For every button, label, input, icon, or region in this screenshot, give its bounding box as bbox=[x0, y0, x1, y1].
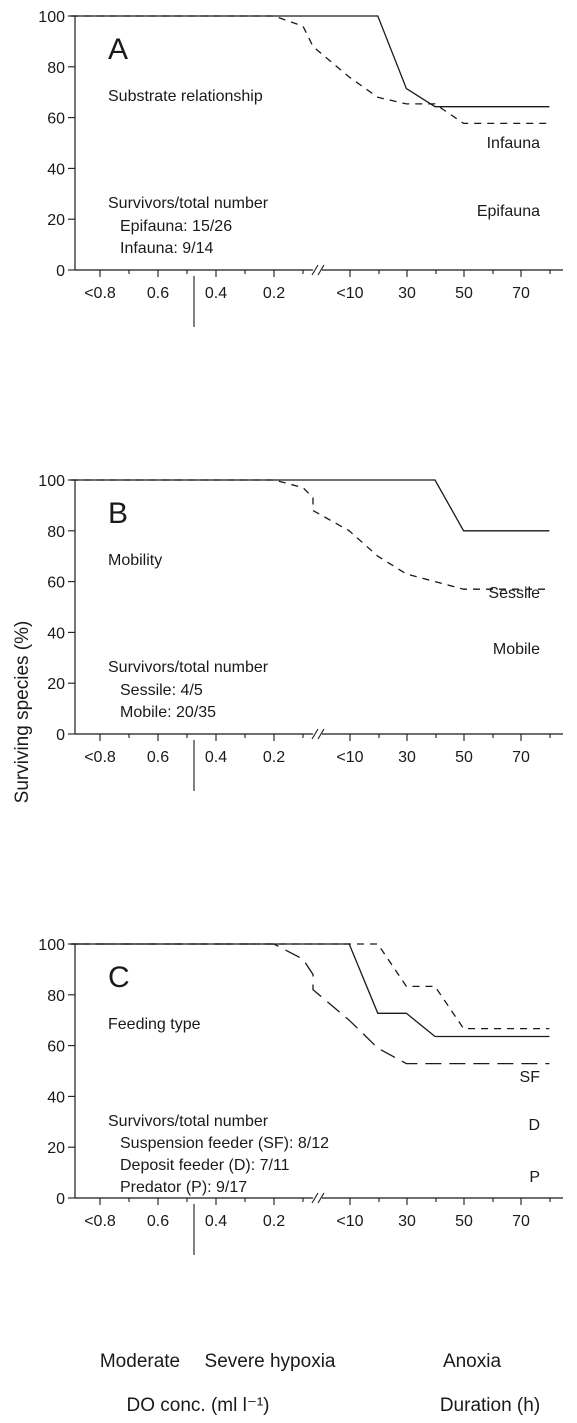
x-tick-label: 50 bbox=[455, 749, 473, 766]
y-tick-label: 100 bbox=[38, 937, 65, 954]
x-tick-label: 0.6 bbox=[147, 1213, 169, 1230]
panel-subtitle: Mobility bbox=[108, 552, 162, 569]
x-tick-label: 0.2 bbox=[263, 1213, 285, 1230]
x-tick-label: <10 bbox=[336, 749, 363, 766]
x-tick-label: 50 bbox=[455, 1213, 473, 1230]
survivors-entry: Predator (P): 9/17 bbox=[120, 1179, 247, 1196]
x-tick-label: 70 bbox=[512, 1213, 530, 1230]
y-tick-label: 100 bbox=[38, 473, 65, 490]
y-tick-label: 40 bbox=[47, 161, 65, 178]
series-label-mobile: Mobile bbox=[493, 641, 540, 658]
x-tick-label: <0.8 bbox=[84, 1213, 116, 1230]
panel-b: 0 20 40 60 80 100 <0.8 0.6 0.4 0.2 <10 30 50 70 B Mobil… bbox=[38, 473, 563, 791]
y-tick-label: 60 bbox=[47, 575, 65, 592]
duration-axis-label: Duration (h) bbox=[440, 1395, 540, 1416]
series-line-sessile bbox=[71, 480, 549, 531]
survivors-entry: Suspension feeder (SF): 8/12 bbox=[120, 1135, 329, 1152]
panels: 0 20 40 60 80 100 <0.8 0.6 0.4 0.2 <10 30 50 70 A Subst… bbox=[38, 9, 563, 1255]
x-tick-label: 0.4 bbox=[205, 285, 227, 302]
survivors-title: Survivors/total number bbox=[108, 659, 269, 676]
do-conc-axis-label: DO conc. (ml l⁻¹) bbox=[126, 1395, 269, 1416]
series-label-infauna: Infauna bbox=[487, 135, 540, 152]
phase-anoxia-label: Anoxia bbox=[443, 1351, 502, 1372]
series-label-sessile: Sessile bbox=[488, 585, 540, 602]
survivors-entry: Mobile: 20/35 bbox=[120, 704, 216, 721]
x-tick-label: 0.6 bbox=[147, 285, 169, 302]
y-tick-label: 0 bbox=[56, 1191, 65, 1208]
x-tick-label: 0.4 bbox=[205, 749, 227, 766]
panel-letter: B bbox=[108, 497, 128, 530]
y-tick-label: 80 bbox=[47, 60, 65, 77]
y-tick-label: 0 bbox=[56, 263, 65, 280]
panel-a: 0 20 40 60 80 100 <0.8 0.6 0.4 0.2 <10 30 50 70 A Subst… bbox=[38, 9, 563, 327]
phase-severe-hypoxia-label: Severe hypoxia bbox=[205, 1351, 336, 1372]
survivors-entry: Epifauna: 15/26 bbox=[120, 218, 232, 235]
panel-letter: A bbox=[108, 33, 128, 66]
panel-letter: C bbox=[108, 961, 130, 994]
panel-c: 0 20 40 60 80 100 <0.8 0.6 0.4 0.2 <10 30 50 70 C Feedi… bbox=[38, 937, 563, 1255]
x-tick-label: 30 bbox=[398, 749, 416, 766]
x-tick-label: 0.6 bbox=[147, 749, 169, 766]
x-tick-label: 50 bbox=[455, 285, 473, 302]
x-tick-label: <0.8 bbox=[84, 749, 116, 766]
y-tick-label: 20 bbox=[47, 212, 65, 229]
series-label-epifauna: Epifauna bbox=[477, 203, 540, 220]
x-tick-label: 0.2 bbox=[263, 749, 285, 766]
series-label-d: D bbox=[528, 1117, 540, 1134]
y-tick-label: 40 bbox=[47, 625, 65, 642]
x-tick-label: 30 bbox=[398, 285, 416, 302]
panel-subtitle: Feeding type bbox=[108, 1016, 201, 1033]
x-tick-label: <10 bbox=[336, 1213, 363, 1230]
x-tick-label: <0.8 bbox=[84, 285, 116, 302]
series-label-sf: SF bbox=[520, 1069, 541, 1086]
y-tick-label: 40 bbox=[47, 1089, 65, 1106]
survivors-title: Survivors/total number bbox=[108, 1113, 269, 1130]
survivors-entry: Infauna: 9/14 bbox=[120, 240, 214, 257]
figure-footer: Moderate Severe hypoxia Anoxia DO conc. … bbox=[100, 1351, 540, 1416]
x-tick-label: 70 bbox=[512, 285, 530, 302]
y-tick-label: 60 bbox=[47, 111, 65, 128]
survivors-title: Survivors/total number bbox=[108, 195, 269, 212]
panel-subtitle: Substrate relationship bbox=[108, 88, 263, 105]
y-tick-label: 20 bbox=[47, 1140, 65, 1157]
y-tick-label: 0 bbox=[56, 727, 65, 744]
series-label-p: P bbox=[529, 1169, 540, 1186]
survivors-entry: Deposit feeder (D): 7/11 bbox=[120, 1157, 290, 1174]
y-tick-label: 60 bbox=[47, 1039, 65, 1056]
x-tick-label: 0.2 bbox=[263, 285, 285, 302]
x-tick-label: <10 bbox=[336, 285, 363, 302]
y-tick-label: 100 bbox=[38, 9, 65, 26]
x-tick-label: 0.4 bbox=[205, 1213, 227, 1230]
x-tick-label: 30 bbox=[398, 1213, 416, 1230]
phase-moderate-label: Moderate bbox=[100, 1351, 180, 1372]
y-tick-label: 80 bbox=[47, 524, 65, 541]
series-line-mobile bbox=[71, 480, 549, 589]
y-tick-label: 80 bbox=[47, 988, 65, 1005]
x-tick-label: 70 bbox=[512, 749, 530, 766]
series-line-p bbox=[71, 944, 549, 1064]
y-axis-label: Surviving species (%) bbox=[12, 621, 33, 804]
survivors-entry: Sessile: 4/5 bbox=[120, 682, 203, 699]
y-tick-label: 20 bbox=[47, 676, 65, 693]
